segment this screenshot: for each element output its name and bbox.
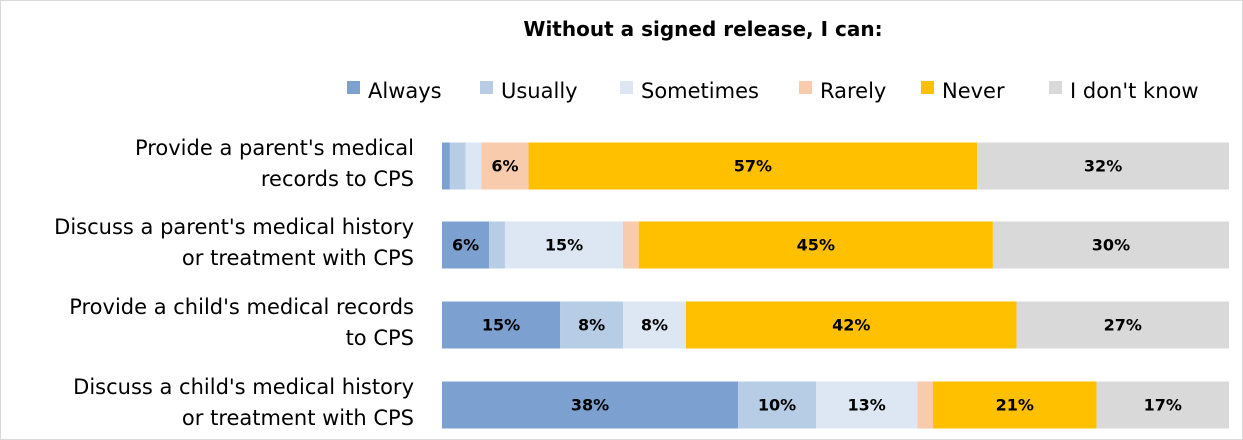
- bars: [442, 142, 1229, 429]
- bar-row-4-never: [932, 381, 1097, 429]
- bar-row-4-sometimes: [816, 381, 918, 429]
- data-label-row-1-never: 57%: [734, 157, 772, 176]
- legend-label-rarely: Rarely: [820, 79, 886, 103]
- data-label-row-4-usually: 10%: [758, 396, 796, 415]
- bar-row-1-sometimes: [465, 142, 482, 190]
- data-label-row-2-i-don-t-know: 30%: [1092, 236, 1130, 255]
- data-label-row-4-i-don-t-know: 17%: [1144, 396, 1182, 415]
- bar-row-3-i-don-t-know: [1016, 301, 1229, 349]
- category-label-3-line-1: Provide a child's medical records: [69, 295, 414, 319]
- bar-row-4-always: [442, 381, 739, 429]
- legend-swatch-i-don-t-know: [1049, 81, 1062, 94]
- data-label-row-3-never: 42%: [832, 316, 870, 335]
- legend-swatch-usually: [480, 81, 493, 94]
- data-label-row-1-i-don-t-know: 32%: [1084, 157, 1122, 176]
- chart-title: Without a signed release, I can:: [523, 17, 882, 41]
- data-label-row-4-never: 21%: [996, 396, 1034, 415]
- bar-row-2-never: [638, 221, 993, 269]
- legend-label-usually: Usually: [501, 79, 578, 103]
- category-labels: Provide a parent's medical records to CPS…: [54, 136, 414, 430]
- data-label-row-2-sometimes: 15%: [545, 236, 583, 255]
- bar-row-2-i-don-t-know: [992, 221, 1229, 269]
- bar-row-1-rarely: [481, 142, 529, 190]
- legend-label-always: Always: [368, 79, 442, 103]
- category-label-3-line-2: to CPS: [346, 326, 414, 350]
- bar-row-3-usually: [560, 301, 624, 349]
- bar-row-1-i-don-t-know: [977, 142, 1229, 190]
- data-labels: 6% 57% 32% 6% 15% 45% 30% 15% 8% 8% 42% 27% 38% 10% 13…: [452, 157, 1182, 415]
- data-label-row-3-i-don-t-know: 27%: [1104, 316, 1142, 335]
- data-label-row-4-sometimes: 13%: [848, 396, 886, 415]
- bar-row-2-always: [442, 221, 490, 269]
- bar-row-1-usually: [449, 142, 466, 190]
- legend-swatch-never: [921, 81, 934, 94]
- bar-row-2-sometimes: [504, 221, 624, 269]
- bar-row-4-i-don-t-know: [1096, 381, 1229, 429]
- category-label-1-line-1: Provide a parent's medical: [135, 136, 414, 160]
- bar-row-2-rarely: [623, 221, 639, 269]
- data-label-row-3-usually: 8%: [578, 316, 605, 335]
- bar-row-3-always: [442, 301, 561, 349]
- legend-swatch-rarely: [799, 81, 812, 94]
- category-label-1-line-2: records to CPS: [261, 167, 414, 191]
- category-label-4-line-1: Discuss a child's medical history: [73, 375, 414, 399]
- data-label-row-3-sometimes: 8%: [641, 316, 668, 335]
- legend-label-i-don-t-know: I don't know: [1070, 79, 1199, 103]
- data-label-row-4-always: 38%: [571, 396, 609, 415]
- category-label-2-line-2: or treatment with CPS: [182, 246, 414, 270]
- category-label-2-line-1: Discuss a parent's medical history: [54, 215, 414, 239]
- legend-swatch-sometimes: [620, 81, 633, 94]
- data-label-row-2-always: 6%: [452, 236, 479, 255]
- legend: Always Usually Sometimes Rarely Never I don't…: [347, 79, 1199, 103]
- data-label-row-1-rarely: 6%: [491, 157, 518, 176]
- data-label-row-3-always: 15%: [482, 316, 520, 335]
- legend-swatch-always: [347, 81, 360, 94]
- legend-label-sometimes: Sometimes: [641, 79, 759, 103]
- bar-row-4-usually: [738, 381, 817, 429]
- bar-row-2-usually: [489, 221, 505, 269]
- bar-row-3-sometimes: [623, 301, 686, 349]
- category-label-4-line-2: or treatment with CPS: [182, 406, 414, 430]
- bar-row-1-never: [528, 142, 978, 190]
- data-label-row-2-never: 45%: [797, 236, 835, 255]
- bar-row-4-rarely: [917, 381, 933, 429]
- bar-row-3-never: [685, 301, 1017, 349]
- legend-label-never: Never: [942, 79, 1005, 103]
- bar-row-1-always: [442, 142, 450, 190]
